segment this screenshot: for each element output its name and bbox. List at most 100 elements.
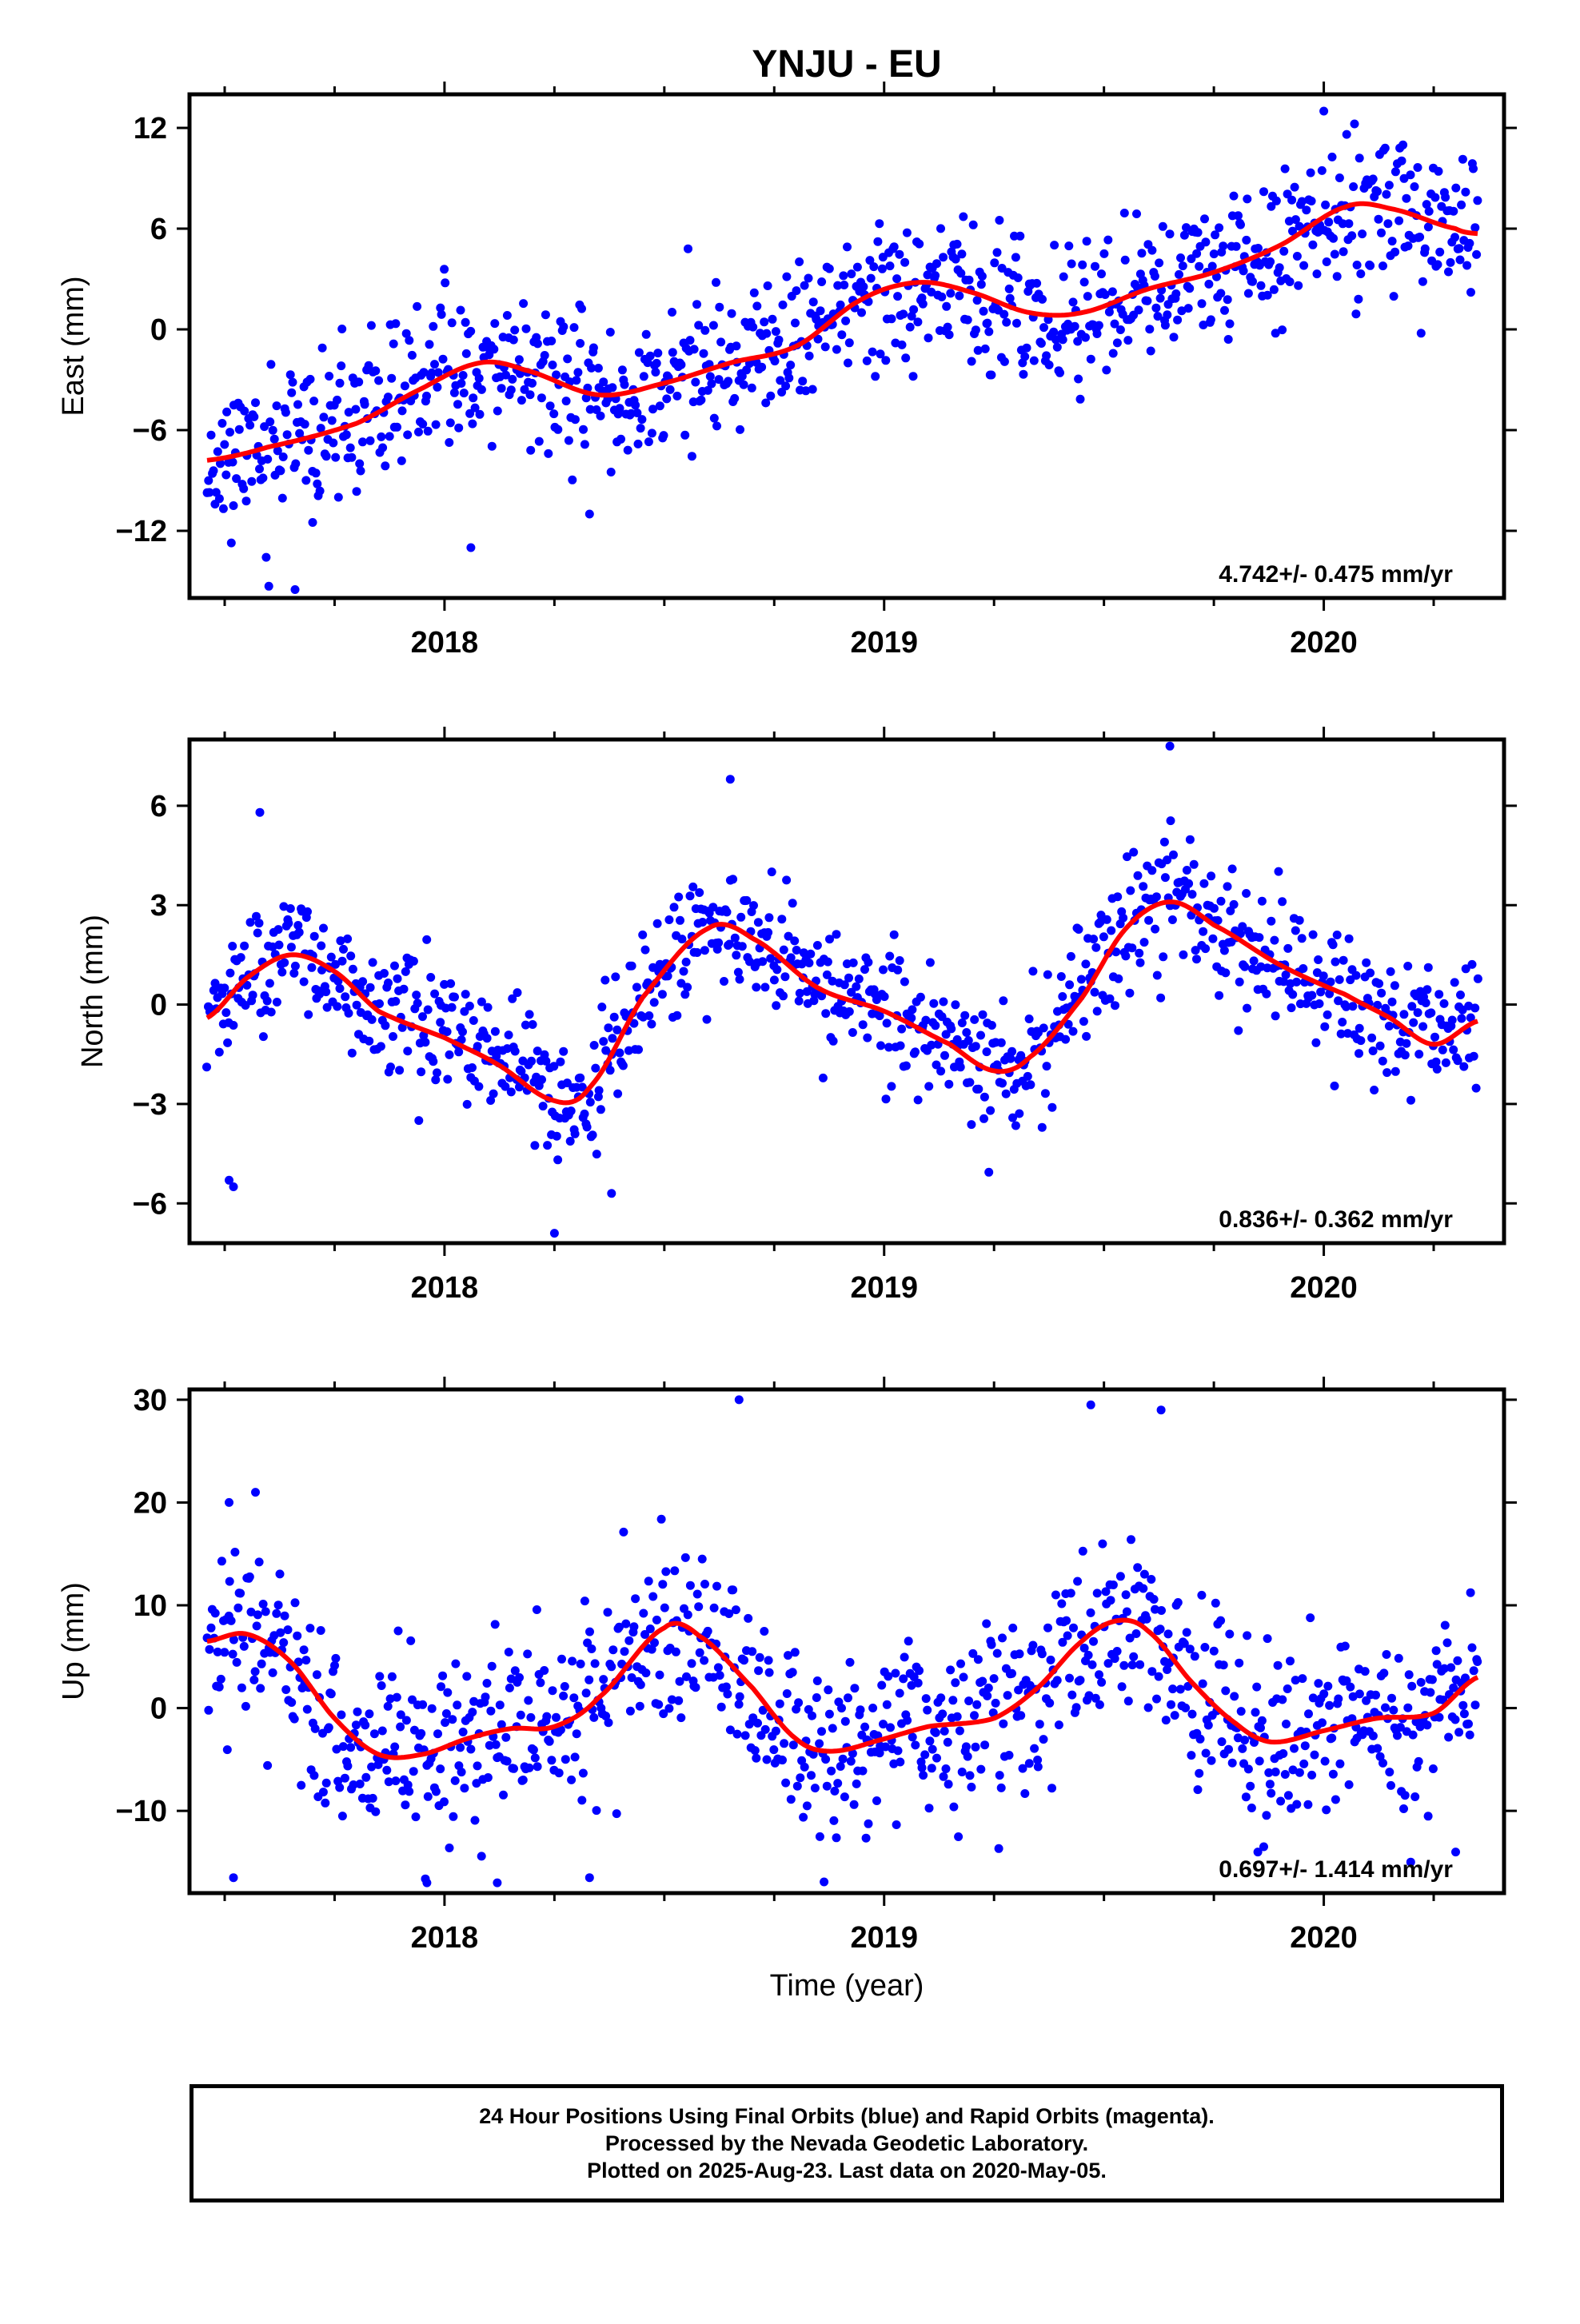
data-point (466, 326, 476, 336)
data-point (760, 317, 769, 327)
data-point (1024, 1015, 1034, 1023)
caption-line-3: Plotted on 2025-Aug-23. Last data on 202… (587, 2159, 1107, 2182)
data-point (456, 305, 465, 315)
data-point (799, 1812, 808, 1822)
data-point (844, 358, 852, 368)
data-point (1339, 955, 1348, 965)
data-point (526, 1712, 536, 1722)
data-point (453, 1700, 462, 1710)
data-point (499, 1790, 508, 1800)
data-point (1423, 1812, 1433, 1821)
data-point (956, 1659, 965, 1668)
data-point (378, 443, 388, 452)
data-point (749, 288, 759, 297)
data-point (1354, 294, 1363, 304)
data-point (954, 1832, 964, 1841)
data-point (1157, 1606, 1166, 1615)
data-point (331, 959, 340, 969)
data-point (236, 1589, 245, 1598)
data-point (1120, 255, 1130, 265)
data-point (1385, 1768, 1394, 1777)
data-point (788, 1740, 798, 1750)
data-point (627, 961, 636, 971)
data-point (537, 1075, 546, 1084)
data-point (637, 415, 647, 425)
data-point (1432, 1660, 1442, 1669)
data-point (668, 348, 677, 357)
data-point (882, 1018, 892, 1028)
data-point (596, 411, 605, 421)
data-point (210, 1608, 220, 1618)
data-point (786, 361, 796, 370)
data-point (490, 319, 500, 329)
data-point (715, 302, 724, 312)
data-point (552, 1131, 561, 1141)
data-point (632, 409, 642, 417)
data-point (469, 393, 478, 403)
data-point (1101, 1587, 1111, 1597)
data-point (247, 476, 257, 486)
data-point (1129, 1652, 1139, 1661)
data-point (1311, 1038, 1321, 1047)
data-point (527, 1056, 537, 1066)
data-point (222, 407, 232, 417)
data-point (217, 419, 227, 428)
data-point (674, 1696, 684, 1705)
data-point (228, 942, 237, 951)
data-point (229, 1021, 238, 1030)
data-point (322, 1003, 332, 1012)
x-axis-label: Time (year) (770, 1969, 924, 2003)
data-point (477, 997, 486, 1007)
data-point (792, 946, 801, 955)
data-point (528, 378, 537, 388)
data-point (1106, 1596, 1115, 1605)
data-point (265, 979, 274, 988)
data-point (844, 973, 853, 983)
data-point (516, 1710, 525, 1720)
data-point (1308, 930, 1318, 939)
data-point (1403, 241, 1413, 251)
data-point (493, 406, 502, 416)
data-point (821, 1755, 831, 1764)
data-point (275, 1569, 285, 1579)
data-point (1383, 219, 1393, 229)
data-point (970, 1015, 980, 1024)
data-point (1403, 1703, 1413, 1712)
data-point (1127, 1660, 1137, 1670)
data-point (524, 1696, 533, 1705)
data-point (1054, 1720, 1063, 1730)
data-point (307, 963, 317, 972)
data-point (913, 1678, 923, 1688)
data-point (815, 1739, 824, 1748)
data-point (852, 262, 862, 272)
data-point (1195, 1734, 1205, 1744)
data-point (999, 357, 1009, 366)
data-point (709, 1603, 719, 1612)
data-point (545, 401, 555, 411)
data-point (1075, 394, 1085, 404)
data-point (1197, 1590, 1207, 1600)
data-point (436, 1018, 445, 1027)
data-point (1068, 1026, 1078, 1036)
data-point (1159, 837, 1169, 847)
data-point (1079, 277, 1089, 287)
data-point (1112, 338, 1122, 348)
data-point (845, 1657, 855, 1667)
data-point (1399, 1804, 1408, 1813)
data-point (1438, 1045, 1447, 1054)
data-point (1469, 1051, 1478, 1061)
data-point (908, 1732, 917, 1742)
data-point (1225, 1629, 1235, 1639)
data-point (1314, 955, 1323, 964)
data-point (1107, 287, 1117, 297)
data-point (1387, 997, 1397, 1007)
data-point (1018, 1764, 1027, 1773)
data-point (887, 1082, 896, 1091)
data-point (286, 943, 296, 952)
data-point (1366, 261, 1375, 270)
data-point (1336, 1029, 1346, 1038)
data-point (1249, 956, 1259, 966)
data-point (1275, 263, 1284, 273)
data-point (804, 273, 813, 283)
data-point (1207, 1756, 1216, 1765)
